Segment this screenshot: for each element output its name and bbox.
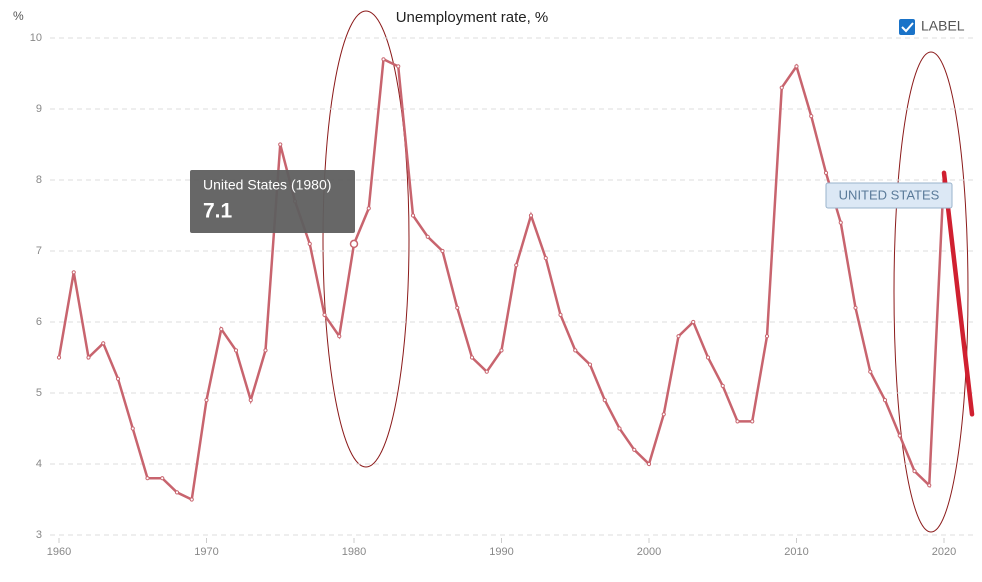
data-point — [794, 64, 799, 69]
data-point — [219, 327, 224, 332]
data-point — [573, 348, 578, 353]
data-point — [882, 398, 888, 403]
data-point — [750, 419, 755, 424]
chart-title: Unemployment rate, % — [396, 9, 549, 26]
data-point — [587, 362, 593, 367]
data-point — [469, 355, 475, 360]
data-point — [248, 398, 253, 403]
data-point — [366, 206, 371, 211]
data-point — [528, 213, 534, 218]
y-tick-label: 3 — [36, 529, 42, 541]
legend[interactable]: LABEL — [899, 18, 965, 35]
data-point — [440, 248, 445, 254]
data-point — [56, 355, 62, 360]
data-point — [617, 426, 622, 431]
data-point — [514, 263, 519, 268]
data-point — [838, 220, 843, 225]
x-tick-label: 1990 — [489, 546, 513, 558]
data-point — [425, 234, 430, 239]
y-tick-label: 4 — [36, 458, 42, 470]
data-point — [720, 383, 725, 388]
series-label-box — [825, 182, 953, 209]
data-point — [233, 348, 239, 353]
data-point — [779, 85, 784, 90]
data-point — [115, 376, 121, 381]
data-point — [130, 426, 135, 431]
data-point — [160, 476, 165, 481]
data-point — [337, 334, 342, 339]
data-point — [86, 355, 91, 360]
x-tick-label: 2000 — [637, 546, 661, 558]
data-point — [455, 305, 460, 310]
data-point — [349, 239, 359, 249]
data-point — [381, 57, 386, 62]
data-point — [661, 412, 666, 417]
legend-label[interactable]: LABEL — [921, 18, 965, 34]
data-point — [691, 319, 696, 325]
data-point — [646, 461, 652, 467]
data-point — [927, 483, 932, 488]
y-tick-label: 9 — [36, 103, 42, 115]
annotation-ellipse — [322, 10, 410, 468]
x-tick-label: 1970 — [194, 546, 218, 558]
series-line — [57, 57, 946, 502]
y-tick-label: 8 — [36, 174, 42, 186]
data-point — [543, 256, 548, 261]
data-point — [145, 476, 150, 481]
data-point — [101, 341, 106, 346]
data-point — [204, 398, 209, 403]
data-point — [705, 355, 711, 360]
x-tick-label: 2020 — [932, 546, 956, 558]
tooltip-value: 7.1 — [203, 200, 233, 223]
annotation-ellipse — [893, 51, 969, 533]
data-point — [764, 334, 770, 339]
legend-checkbox[interactable] — [899, 19, 915, 35]
data-point — [823, 170, 829, 175]
data-point — [189, 497, 194, 502]
data-point — [499, 348, 504, 353]
x-tick-label: 1980 — [342, 546, 366, 558]
data-point — [558, 312, 563, 317]
highlight-line — [941, 170, 975, 417]
check-icon — [901, 22, 914, 33]
data-point — [322, 312, 327, 317]
x-tick-label: 2010 — [784, 546, 808, 558]
data-point — [676, 334, 681, 339]
series-label: UNITED STATES — [839, 187, 940, 202]
data-point — [71, 270, 76, 275]
tooltip-title: United States (1980) — [203, 177, 331, 193]
data-point — [632, 447, 637, 452]
y-tick-label: 10 — [30, 32, 42, 44]
data-point — [853, 305, 858, 310]
data-point — [912, 469, 917, 474]
data-point — [735, 419, 740, 424]
data-point — [263, 348, 268, 353]
data-point — [602, 398, 607, 403]
data-point — [484, 369, 489, 374]
y-tick-label: 7 — [36, 245, 42, 257]
tooltip-box — [190, 170, 355, 233]
y-tick-label: 6 — [36, 316, 42, 328]
x-tick-label: 1960 — [47, 546, 71, 558]
data-point — [307, 241, 312, 246]
data-point — [410, 213, 416, 218]
data-point — [809, 114, 814, 119]
data-point — [396, 64, 401, 69]
y-tick-label: 5 — [36, 387, 42, 399]
y-axis-label: % — [13, 9, 24, 23]
data-point — [278, 142, 283, 147]
data-point — [897, 433, 902, 438]
data-point — [174, 490, 180, 495]
data-point — [868, 369, 873, 374]
